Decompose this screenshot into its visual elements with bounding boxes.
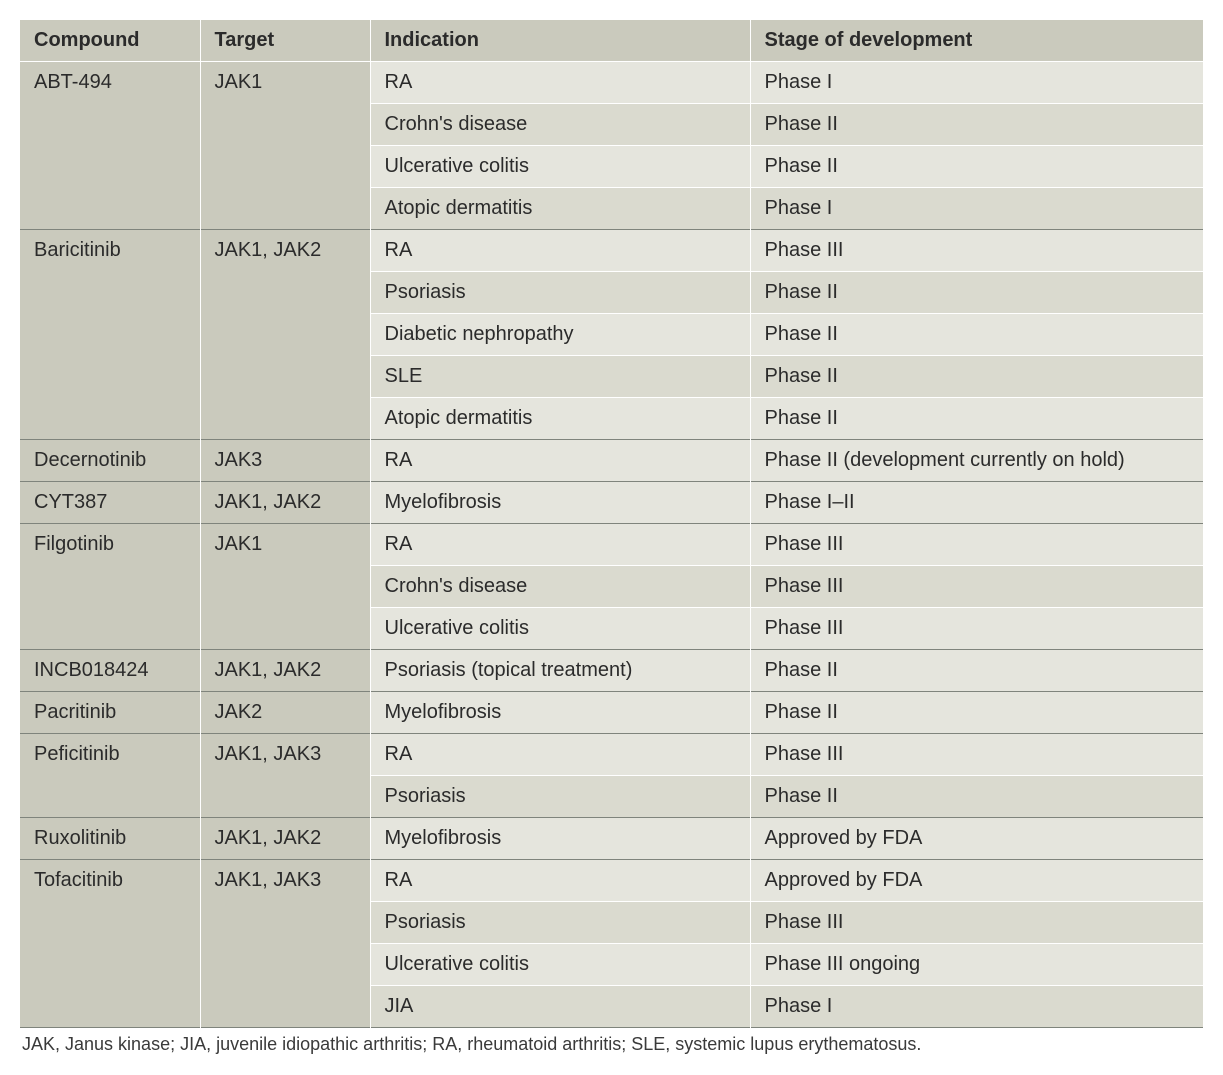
cell-target: JAK1, JAK2 — [200, 818, 370, 860]
table-row: PacritinibJAK2MyelofibrosisPhase II — [20, 692, 1203, 734]
compound-table: Compound Target Indication Stage of deve… — [20, 20, 1203, 1028]
cell-indication: Psoriasis (topical treatment) — [370, 650, 750, 692]
cell-stage: Phase III — [750, 608, 1203, 650]
col-target: Target — [200, 20, 370, 62]
cell-indication: RA — [370, 230, 750, 272]
cell-compound: Peficitinib — [20, 734, 200, 818]
cell-indication: RA — [370, 860, 750, 902]
table-header-row: Compound Target Indication Stage of deve… — [20, 20, 1203, 62]
cell-indication: Atopic dermatitis — [370, 188, 750, 230]
cell-stage: Phase III ongoing — [750, 944, 1203, 986]
cell-indication: RA — [370, 734, 750, 776]
cell-indication: Myelofibrosis — [370, 692, 750, 734]
cell-stage: Phase II — [750, 146, 1203, 188]
cell-target: JAK1, JAK2 — [200, 482, 370, 524]
cell-stage: Phase I — [750, 188, 1203, 230]
table-row: FilgotinibJAK1RAPhase III — [20, 524, 1203, 566]
cell-stage: Phase II — [750, 398, 1203, 440]
cell-indication: Crohn's disease — [370, 566, 750, 608]
cell-compound: INCB018424 — [20, 650, 200, 692]
cell-target: JAK1, JAK2 — [200, 650, 370, 692]
cell-indication: JIA — [370, 986, 750, 1028]
cell-stage: Phase II — [750, 692, 1203, 734]
cell-stage: Phase III — [750, 230, 1203, 272]
cell-compound: Tofacitinib — [20, 860, 200, 1028]
cell-stage: Phase II (development currently on hold) — [750, 440, 1203, 482]
cell-indication: RA — [370, 440, 750, 482]
cell-target: JAK2 — [200, 692, 370, 734]
cell-indication: SLE — [370, 356, 750, 398]
cell-compound: Pacritinib — [20, 692, 200, 734]
cell-stage: Approved by FDA — [750, 818, 1203, 860]
table-row: DecernotinibJAK3RAPhase II (development … — [20, 440, 1203, 482]
table-row: PeficitinibJAK1, JAK3RAPhase III — [20, 734, 1203, 776]
cell-stage: Phase II — [750, 104, 1203, 146]
table-row: BaricitinibJAK1, JAK2RAPhase III — [20, 230, 1203, 272]
cell-stage: Phase II — [750, 356, 1203, 398]
table-row: CYT387JAK1, JAK2MyelofibrosisPhase I–II — [20, 482, 1203, 524]
cell-indication: Atopic dermatitis — [370, 398, 750, 440]
table-row: RuxolitinibJAK1, JAK2MyelofibrosisApprov… — [20, 818, 1203, 860]
table-row: ABT-494JAK1RAPhase I — [20, 62, 1203, 104]
cell-compound: Filgotinib — [20, 524, 200, 650]
cell-target: JAK1, JAK3 — [200, 734, 370, 818]
cell-target: JAK1 — [200, 62, 370, 230]
cell-target: JAK1, JAK2 — [200, 230, 370, 440]
cell-stage: Phase III — [750, 524, 1203, 566]
cell-indication: Ulcerative colitis — [370, 608, 750, 650]
cell-indication: RA — [370, 62, 750, 104]
cell-indication: Myelofibrosis — [370, 818, 750, 860]
cell-target: JAK1, JAK3 — [200, 860, 370, 1028]
col-stage: Stage of development — [750, 20, 1203, 62]
cell-stage: Phase III — [750, 902, 1203, 944]
cell-indication: Psoriasis — [370, 776, 750, 818]
col-compound: Compound — [20, 20, 200, 62]
cell-stage: Phase I — [750, 986, 1203, 1028]
cell-indication: Myelofibrosis — [370, 482, 750, 524]
col-indication: Indication — [370, 20, 750, 62]
cell-stage: Approved by FDA — [750, 860, 1203, 902]
cell-compound: Ruxolitinib — [20, 818, 200, 860]
cell-compound: Baricitinib — [20, 230, 200, 440]
cell-compound: ABT-494 — [20, 62, 200, 230]
cell-stage: Phase II — [750, 650, 1203, 692]
cell-indication: Diabetic nephropathy — [370, 314, 750, 356]
cell-stage: Phase II — [750, 776, 1203, 818]
table-row: INCB018424JAK1, JAK2Psoriasis (topical t… — [20, 650, 1203, 692]
table-row: TofacitinibJAK1, JAK3RAApproved by FDA — [20, 860, 1203, 902]
cell-indication: Crohn's disease — [370, 104, 750, 146]
cell-indication: RA — [370, 524, 750, 566]
cell-stage: Phase I — [750, 62, 1203, 104]
cell-compound: Decernotinib — [20, 440, 200, 482]
cell-stage: Phase III — [750, 566, 1203, 608]
cell-indication: Ulcerative colitis — [370, 146, 750, 188]
cell-target: JAK3 — [200, 440, 370, 482]
cell-stage: Phase I–II — [750, 482, 1203, 524]
cell-indication: Psoriasis — [370, 272, 750, 314]
cell-target: JAK1 — [200, 524, 370, 650]
cell-stage: Phase II — [750, 314, 1203, 356]
cell-indication: Ulcerative colitis — [370, 944, 750, 986]
cell-indication: Psoriasis — [370, 902, 750, 944]
cell-stage: Phase III — [750, 734, 1203, 776]
cell-compound: CYT387 — [20, 482, 200, 524]
cell-stage: Phase II — [750, 272, 1203, 314]
table-footnote: JAK, Janus kinase; JIA, juvenile idiopat… — [20, 1028, 1203, 1055]
